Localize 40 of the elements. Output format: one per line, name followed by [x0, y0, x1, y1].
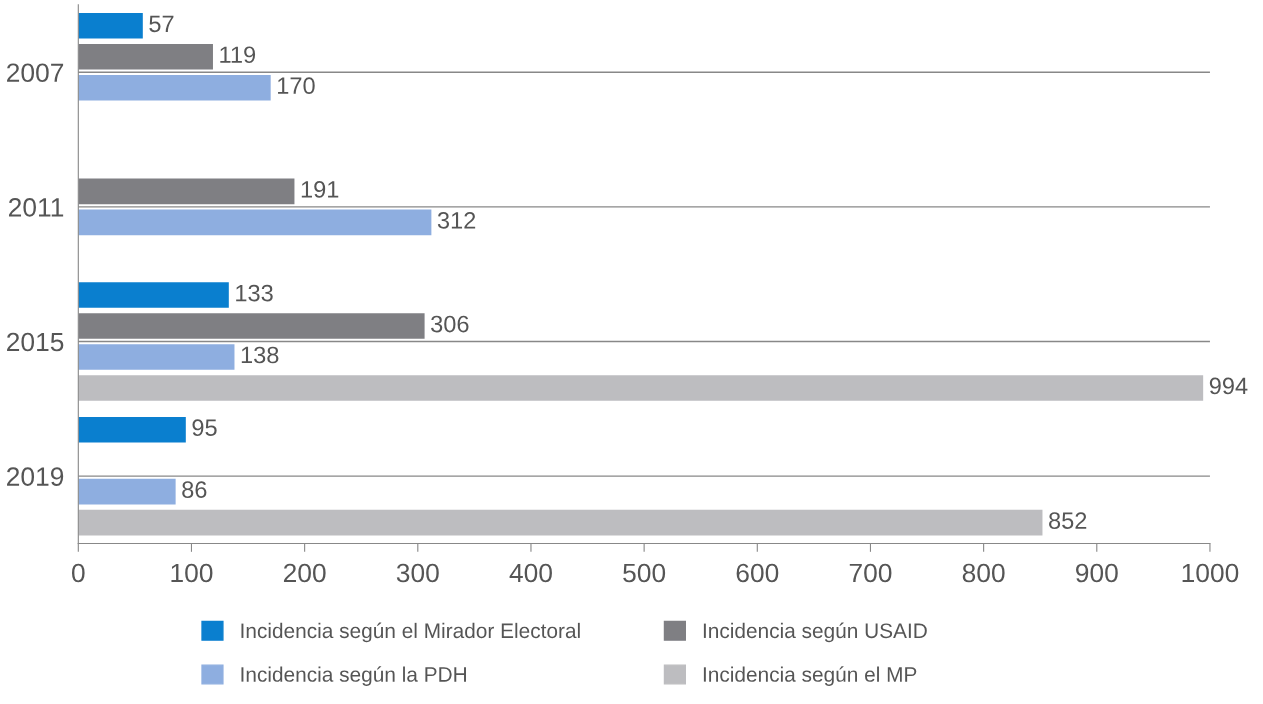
bar [78, 509, 1043, 536]
x-tick-label: 400 [509, 563, 552, 583]
data-label: 119 [220, 46, 256, 64]
x-tick-label: 0 [72, 563, 85, 583]
data-label: 191 [301, 181, 339, 198]
x-tick-label: 700 [849, 563, 892, 583]
data-label: 170 [278, 77, 315, 95]
bar [78, 416, 186, 443]
data-label: 306 [431, 315, 469, 333]
bar [78, 282, 229, 308]
bar [78, 478, 176, 505]
bar [78, 209, 432, 236]
x-tick-label: 100 [171, 563, 213, 583]
data-label: 86 [182, 481, 207, 498]
data-label: 312 [437, 211, 476, 229]
data-label: 994 [1209, 377, 1248, 395]
x-tick-label: 600 [736, 563, 779, 583]
data-label: 852 [1049, 512, 1087, 529]
x-tick-label: 300 [396, 563, 439, 583]
data-label: 138 [241, 346, 279, 364]
x-tick-label: 1000 [1182, 563, 1239, 583]
y-tick-label: 2011 [8, 198, 64, 217]
data-label: 57 [149, 15, 174, 33]
y-tick-label: 2019 [7, 467, 64, 486]
bar [78, 344, 235, 370]
y-tick-label: 2015 [7, 332, 64, 352]
data-label: 95 [192, 419, 217, 437]
bar [78, 74, 271, 101]
legend-label: Incidencia según el Mirador Electoral [241, 622, 580, 643]
y-tick-label: 2007 [7, 63, 64, 83]
legend-label: Incidencia según la PDH [241, 666, 466, 686]
x-tick-label: 200 [283, 563, 326, 583]
legend-label: Incidencia según el MP [703, 666, 917, 686]
x-tick-label: 500 [623, 563, 666, 583]
bar [78, 375, 1204, 401]
x-tick-label: 800 [962, 563, 1005, 583]
legend-label: Incidencia según USAID [703, 622, 927, 643]
x-tick-label: 900 [1076, 563, 1118, 583]
data-label: 133 [236, 284, 273, 302]
bar [78, 13, 143, 39]
